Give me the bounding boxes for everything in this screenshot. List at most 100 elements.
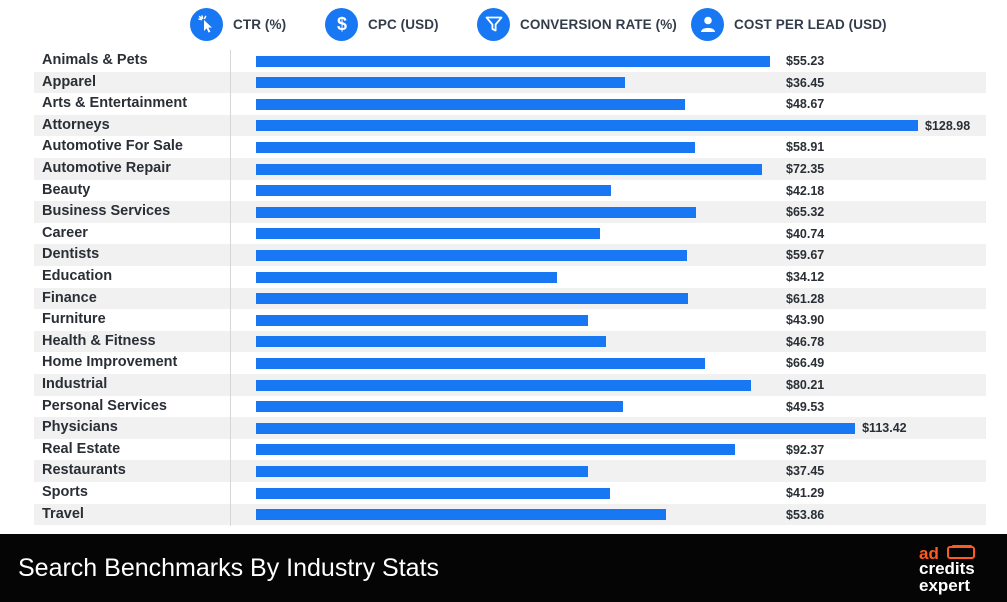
chart-row: Automotive Repair $72.35 — [34, 158, 986, 180]
value-label: $61.28 — [786, 291, 825, 306]
bar — [256, 293, 688, 305]
tab-label: CONVERSION RATE (%) — [520, 16, 677, 32]
tab-label: CTR (%) — [233, 16, 287, 32]
chart-row: Home Improvement $66.49 — [34, 352, 986, 374]
category-label: Business Services — [42, 203, 171, 220]
bar — [256, 422, 856, 434]
brand-logo: ad credits expert — [916, 542, 1000, 598]
bar — [256, 77, 626, 89]
category-label: Apparel — [42, 73, 96, 90]
tab-cpc-usd[interactable]: $ CPC (USD) — [325, 7, 439, 41]
chart-row: Physicians $113.42 — [34, 417, 986, 439]
category-label: Automotive For Sale — [42, 138, 183, 155]
category-label: Education — [42, 268, 113, 284]
category-label: Physicians — [42, 419, 118, 436]
category-label: Automotive Repair — [42, 160, 171, 176]
bar — [256, 401, 624, 413]
category-label: Sports — [42, 484, 88, 500]
category-label: Personal Services — [42, 397, 167, 414]
bar — [256, 228, 601, 240]
chart-row: Business Services $65.32 — [34, 201, 986, 223]
chart-row: Animals & Pets $55.23 — [34, 50, 986, 72]
chart-row: Career $40.74 — [34, 223, 986, 245]
chart-row: Automotive For Sale $58.91 — [34, 136, 986, 158]
value-label: $113.42 — [862, 421, 907, 436]
bar — [256, 271, 558, 283]
category-label: Health & Fitness — [42, 332, 156, 349]
chart-row: Real Estate $92.37 — [34, 439, 986, 461]
category-label: Beauty — [42, 181, 91, 198]
value-label: $53.86 — [786, 507, 825, 522]
value-label: $40.74 — [786, 226, 825, 241]
category-label: Dentists — [42, 246, 100, 263]
category-label: Industrial — [42, 376, 108, 392]
value-label: $58.91 — [786, 140, 825, 155]
category-label: Finance — [42, 289, 97, 306]
chart-row: Industrial $80.21 — [34, 374, 986, 396]
bar — [256, 444, 736, 456]
footer-banner: Search Benchmarks By Industry Stats ad c… — [0, 534, 1007, 602]
brand-logo-line-1: ad — [919, 544, 939, 563]
value-label: $65.32 — [786, 205, 825, 220]
chart-row: Sports $41.29 — [34, 482, 986, 504]
value-label: $66.49 — [786, 356, 825, 371]
tab-ctr[interactable]: CTR (%) — [190, 7, 286, 41]
bar — [256, 336, 606, 348]
value-label: $42.18 — [786, 183, 825, 198]
svg-text:$: $ — [336, 14, 346, 34]
chart-row: Restaurants $37.45 — [34, 460, 986, 482]
tab-label: CPC (USD) — [368, 16, 439, 32]
value-label: $80.21 — [786, 378, 825, 392]
value-label: $48.67 — [786, 97, 825, 112]
cursor-click-icon — [190, 7, 223, 41]
credit-card-icon — [947, 545, 975, 559]
footer-title: Search Benchmarks By Industry Stats — [18, 554, 440, 582]
value-label: $92.37 — [786, 442, 825, 457]
bar — [256, 465, 589, 477]
chart-row: Attorneys $128.98 — [34, 114, 986, 137]
bar — [256, 379, 752, 391]
bar — [256, 141, 695, 153]
value-label: $55.23 — [786, 54, 825, 68]
category-label: Career — [42, 224, 88, 241]
chart-row: Travel $53.86 — [34, 503, 986, 526]
value-label: $59.67 — [786, 248, 825, 263]
industry-bar-chart: Animals & Pets $55.23 Apparel $36.45 Arts & … — [34, 50, 986, 526]
value-label: $72.35 — [786, 162, 825, 176]
chart-row: Education $34.12 — [34, 266, 986, 288]
tab-conversion-rate[interactable]: CONVERSION RATE (%) — [477, 7, 677, 41]
chart-row: Personal Services $49.53 — [34, 396, 986, 418]
category-label: Restaurants — [42, 462, 126, 479]
value-label: $46.78 — [786, 334, 825, 349]
metric-tab-bar: CTR (%) $ CPC (USD) CONVERSION RATE (%) COST… — [0, 0, 1007, 48]
value-label: $37.45 — [786, 464, 825, 479]
category-label: Furniture — [42, 311, 106, 328]
chart-row: Arts & Entertainment $48.67 — [34, 93, 986, 115]
funnel-icon — [477, 7, 510, 41]
brand-logo-line-3: expert — [919, 576, 971, 595]
category-label: Attorneys — [42, 116, 110, 133]
bar — [256, 98, 685, 110]
chart-row: Furniture $43.90 — [34, 309, 986, 331]
category-label: Arts & Entertainment — [42, 95, 188, 112]
user-icon — [691, 7, 724, 41]
tab-label: COST PER LEAD (USD) — [734, 16, 887, 32]
tab-cost-per-lead-usd[interactable]: COST PER LEAD (USD) — [691, 7, 887, 41]
bar — [256, 163, 762, 175]
category-label: Travel — [42, 505, 84, 522]
bar — [256, 357, 705, 369]
chart-row: Dentists $59.67 — [34, 244, 986, 266]
value-label: $34.12 — [786, 270, 825, 284]
category-label: Animals & Pets — [42, 52, 148, 68]
bar — [256, 206, 697, 218]
bar — [256, 185, 611, 197]
bar — [256, 509, 667, 521]
category-label: Real Estate — [42, 440, 121, 457]
value-label: $36.45 — [786, 75, 825, 90]
value-label: $49.53 — [786, 399, 825, 414]
dollar-icon: $ — [325, 7, 358, 41]
bar — [256, 249, 687, 261]
bar — [256, 487, 611, 499]
chart-axis-line — [230, 50, 231, 526]
value-label: $128.98 — [925, 118, 971, 133]
